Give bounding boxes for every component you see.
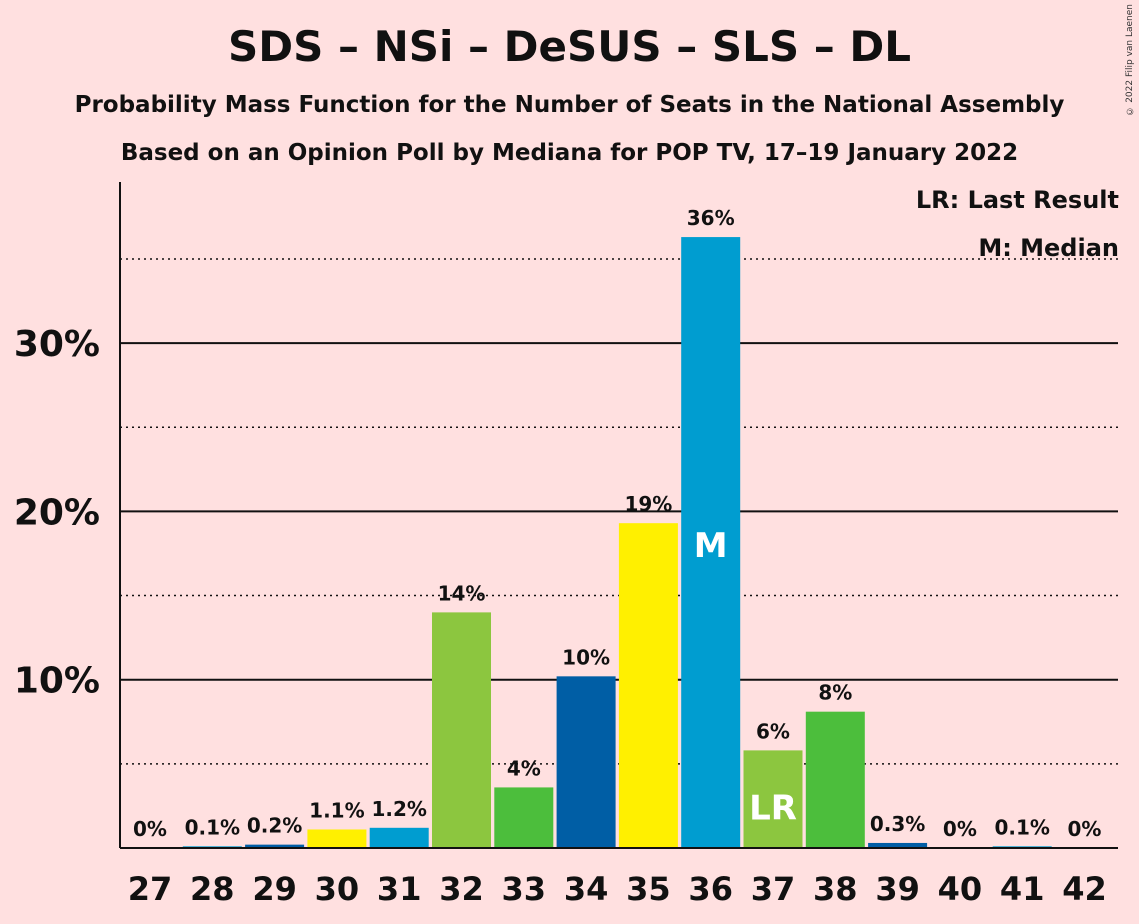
y-tick-label: 10% xyxy=(14,661,100,702)
x-tick-label: 42 xyxy=(1062,870,1107,908)
data-label: 10% xyxy=(562,645,610,669)
data-label: 0.1% xyxy=(185,815,240,839)
data-label: 8% xyxy=(818,681,852,705)
data-label: 19% xyxy=(624,492,672,516)
data-label: 0% xyxy=(943,817,977,841)
bar-39 xyxy=(868,842,928,848)
data-label: 0.2% xyxy=(247,814,302,838)
x-tick-label: 33 xyxy=(502,870,547,908)
x-tick-label: 40 xyxy=(938,870,983,908)
bar-33 xyxy=(494,787,554,848)
data-label: 0% xyxy=(133,817,167,841)
x-tick-label: 28 xyxy=(190,870,235,908)
bar-30 xyxy=(307,829,367,848)
x-tick-label: 30 xyxy=(315,870,360,908)
bar-34 xyxy=(556,676,616,848)
y-tick-label: 30% xyxy=(14,324,100,365)
chart-title: SDS – NSi – DeSUS – SLS – DL xyxy=(228,22,911,71)
x-tick-label: 39 xyxy=(875,870,920,908)
x-tick-label: 27 xyxy=(128,870,173,908)
data-label: 36% xyxy=(687,206,735,230)
data-label: 1.2% xyxy=(371,797,426,821)
bar-29 xyxy=(245,844,305,848)
data-label: 0.1% xyxy=(994,815,1049,839)
data-label: 0% xyxy=(1068,817,1102,841)
last-result-marker: LR xyxy=(749,788,797,828)
data-label: 1.1% xyxy=(309,798,364,822)
x-tick-label: 38 xyxy=(813,870,858,908)
data-label: 4% xyxy=(507,756,541,780)
legend-median: M: Median xyxy=(978,234,1119,262)
bar-32 xyxy=(432,612,491,848)
bar-37 xyxy=(743,750,803,848)
chart-source-subtitle: Based on an Opinion Poll by Mediana for … xyxy=(120,140,1019,166)
y-tick-label: 20% xyxy=(14,492,100,533)
median-marker: M xyxy=(694,526,728,566)
bar-31 xyxy=(369,827,429,848)
x-tick-label: 32 xyxy=(439,870,484,908)
x-tick-label: 35 xyxy=(626,870,671,908)
x-tick-label: 31 xyxy=(377,870,422,908)
chart-subtitle: Probability Mass Function for the Number… xyxy=(74,92,1065,118)
data-label: 14% xyxy=(438,581,486,605)
x-tick-label: 29 xyxy=(252,870,297,908)
bar-35 xyxy=(618,523,678,848)
data-label: 0.3% xyxy=(870,812,925,836)
bar-38 xyxy=(805,711,865,848)
x-tick-label: 34 xyxy=(564,870,609,908)
x-tick-label: 41 xyxy=(1000,870,1045,908)
bar-36 xyxy=(681,237,741,849)
x-tick-label: 37 xyxy=(751,870,796,908)
x-tick-label: 36 xyxy=(688,870,733,908)
data-label: 6% xyxy=(756,719,790,743)
legend-last-result: LR: Last Result xyxy=(915,186,1119,214)
